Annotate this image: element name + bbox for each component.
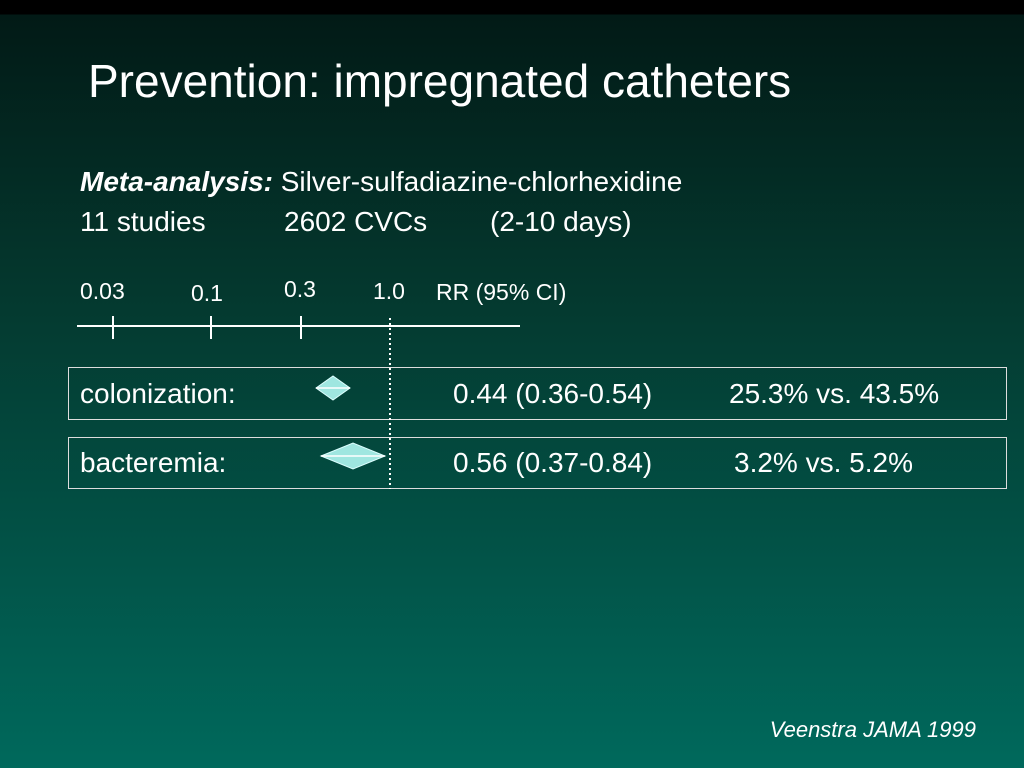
row-rates: 3.2% vs. 5.2% (734, 447, 913, 478)
subtitle-label: Meta-analysis: (80, 166, 273, 197)
row-outcome: bacteremia: (80, 447, 227, 478)
row-estimate: 0.56 (0.37-0.84) (453, 447, 653, 478)
row-estimate: 0.44 (0.36-0.54) (453, 378, 653, 409)
axis-tick-label: 0.3 (284, 276, 316, 302)
axis-tick-label: 0.03 (80, 278, 125, 304)
citation: Veenstra JAMA 1999 (769, 717, 976, 742)
axis-tick-label: 0.1 (191, 280, 223, 306)
detail: (2-10 days) (490, 206, 632, 237)
row-outcome: colonization: (80, 378, 236, 409)
axis-label: RR (95% CI) (436, 279, 567, 305)
row-box (68, 367, 1007, 420)
row-box (68, 437, 1007, 489)
detail: 2602 CVCs (284, 206, 428, 237)
axis-tick-label: 1.0 (373, 278, 405, 304)
detail: 11 studies (80, 206, 206, 237)
subtitle-text: Silver-sulfadiazine-chlorhexidine (280, 166, 683, 197)
title: Prevention: impregnated catheters (88, 55, 792, 107)
row-rates: 25.3% vs. 43.5% (729, 378, 940, 409)
subtitle: Meta-analysis: Silver-sulfadiazine-chlor… (80, 168, 682, 196)
